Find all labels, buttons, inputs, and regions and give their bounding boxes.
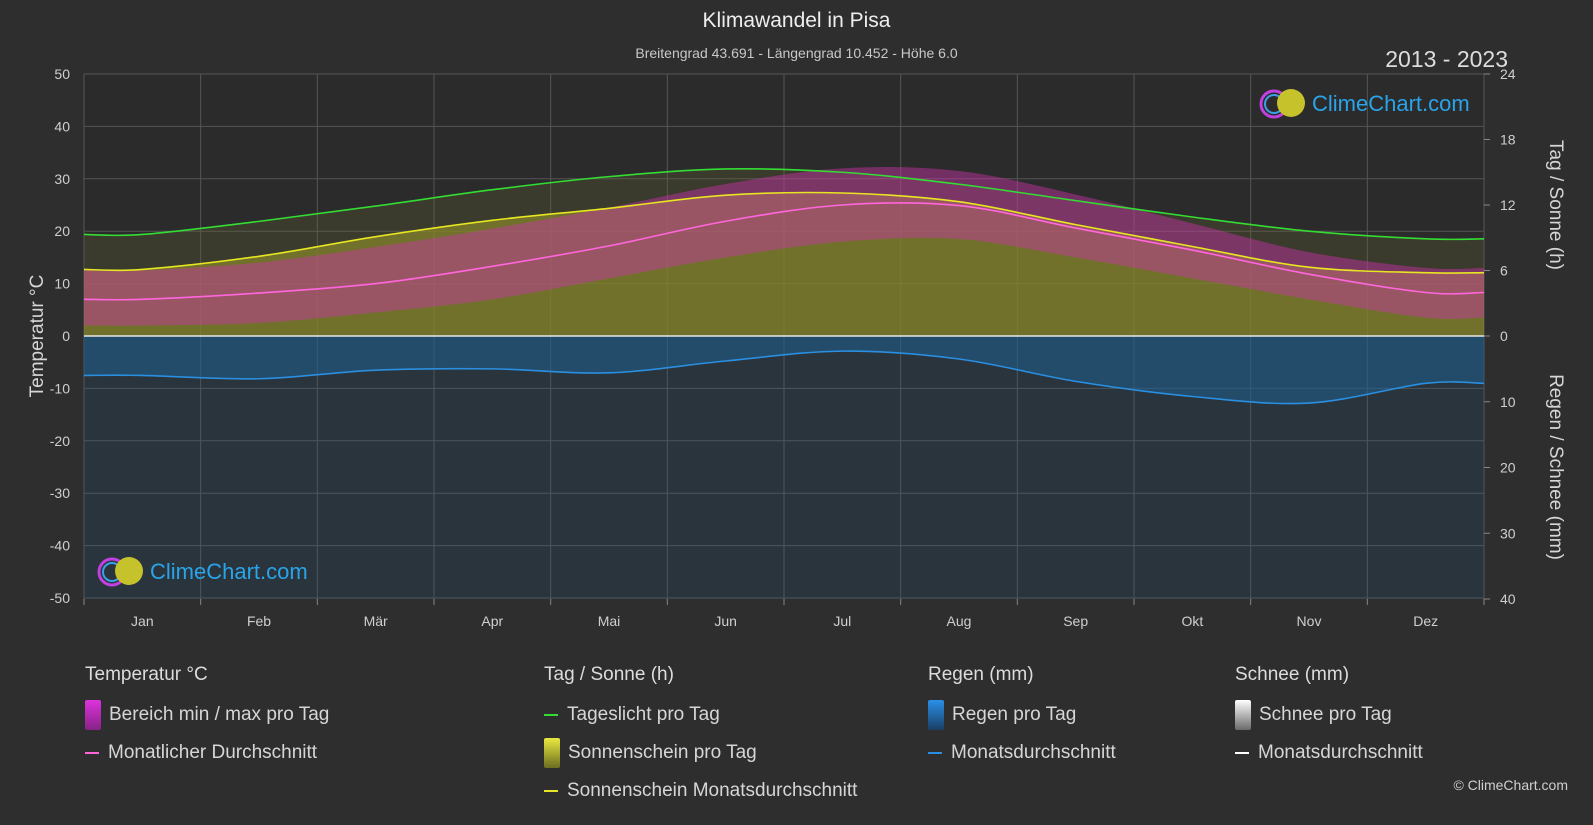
logo-top[interactable]: ClimeChart.com xyxy=(1258,88,1470,120)
x-tick-label: Jan xyxy=(131,613,154,629)
swatch-range xyxy=(85,700,101,730)
y-tick-left: 40 xyxy=(54,118,70,134)
legend-temp-range: Bereich min / max pro Tag xyxy=(85,696,329,734)
x-tick-label: Apr xyxy=(481,613,503,629)
logo-icon xyxy=(1259,89,1305,119)
legend-label: Sonnenschein Monatsdurchschnitt xyxy=(567,780,858,801)
y-tick-right-top: 0 xyxy=(1500,328,1508,344)
logo-text: ClimeChart.com xyxy=(150,559,308,584)
chart-subtitle: Breitengrad 43.691 - Längengrad 10.452 -… xyxy=(635,45,958,61)
swatch-rain-avg xyxy=(928,752,942,754)
legend-label: Tageslicht pro Tag xyxy=(567,704,720,725)
y-axis-right-top-label: Tag / Sonne (h) xyxy=(1545,140,1566,270)
x-tick-label: Sep xyxy=(1063,613,1088,629)
y-tick-left: -40 xyxy=(50,538,70,554)
legend-label: Monatsdurchschnitt xyxy=(951,742,1116,763)
swatch-sunshine xyxy=(544,738,560,768)
y-tick-left: 0 xyxy=(62,328,70,344)
y-tick-left: 30 xyxy=(54,171,70,187)
temp-avg-line xyxy=(83,202,1485,301)
year-range: 2013 - 2023 xyxy=(1385,46,1508,72)
y-tick-left: -20 xyxy=(50,433,70,449)
x-tick-label: Jul xyxy=(833,613,851,629)
y-tick-left: -50 xyxy=(50,590,70,606)
y-tick-right-top: 18 xyxy=(1500,132,1516,148)
swatch-rain xyxy=(928,700,944,730)
legend-sun: Tag / Sonne (h) Tageslicht pro Tag Sonne… xyxy=(544,664,857,810)
x-tick-label: Jun xyxy=(714,613,737,629)
copyright: © ClimeChart.com xyxy=(1453,777,1568,793)
temp-range-band xyxy=(84,167,1484,326)
sunshine-avg-line xyxy=(83,191,1485,274)
legend-sunshine: Sonnenschein pro Tag xyxy=(544,734,857,772)
rain-avg-line xyxy=(83,350,1485,405)
swatch-sunshine-avg xyxy=(544,790,558,792)
legend-sun-heading: Tag / Sonne (h) xyxy=(544,664,674,685)
rain-area xyxy=(84,336,1484,404)
y-axis-left-label: Temperatur °C xyxy=(27,275,48,398)
legend-snow-avg: Monatsdurchschnitt xyxy=(1235,734,1423,772)
data-bands xyxy=(84,167,1484,599)
x-tick-label: Mär xyxy=(364,613,388,629)
logo-text: ClimeChart.com xyxy=(1312,91,1470,116)
swatch-snow-avg xyxy=(1235,752,1249,754)
y-tick-right-bottom: 30 xyxy=(1500,525,1516,541)
legend-label: Bereich min / max pro Tag xyxy=(109,704,330,725)
legend-snow-heading: Schnee (mm) xyxy=(1235,664,1350,685)
legend-sunshine-avg: Sonnenschein Monatsdurchschnitt xyxy=(544,772,857,810)
legend-rain: Regen (mm) Regen pro Tag Monatsdurchschn… xyxy=(928,664,1116,772)
legend-temperature: Temperatur °C Bereich min / max pro Tag … xyxy=(85,664,329,772)
y-tick-right-top: 6 xyxy=(1500,263,1508,279)
legend-label: Schnee pro Tag xyxy=(1259,704,1392,725)
y-tick-right-bottom: 20 xyxy=(1500,460,1516,476)
y-tick-left: 20 xyxy=(54,223,70,239)
x-tick-label: Dez xyxy=(1413,613,1438,629)
chart-title: Klimawandel in Pisa xyxy=(702,9,891,32)
axis-ticks: 50 40 30 20 10 0 -10 -20 -30 -40 -50 24 18 12 6 0 10 20 30… xyxy=(50,66,1516,629)
y-axis-right-bottom-label: Regen / Schnee (mm) xyxy=(1545,374,1566,560)
y-tick-left: 10 xyxy=(54,276,70,292)
legend-label: Sonnenschein pro Tag xyxy=(568,742,757,763)
daylight-line xyxy=(83,167,1485,241)
y-tick-right-top: 12 xyxy=(1500,197,1516,213)
y-tick-right-bottom: 10 xyxy=(1500,394,1516,410)
legend-label: Regen pro Tag xyxy=(952,704,1077,725)
y-tick-right-bottom: 40 xyxy=(1500,591,1516,607)
legend-label: Monatlicher Durchschnitt xyxy=(108,742,318,763)
x-tick-label: Okt xyxy=(1181,613,1203,629)
legend-temp-avg: Monatlicher Durchschnitt xyxy=(85,734,329,772)
legend-daylight: Tageslicht pro Tag xyxy=(544,696,857,734)
daylight-band xyxy=(84,168,1484,336)
y-tick-left: 50 xyxy=(54,66,70,82)
swatch-daylight xyxy=(544,714,558,716)
legend-temp-heading: Temperatur °C xyxy=(85,664,208,685)
legend-rain-avg: Monatsdurchschnitt xyxy=(928,734,1116,772)
y-tick-left: -10 xyxy=(50,380,70,396)
x-tick-label: Aug xyxy=(947,613,972,629)
x-tick-label: Mai xyxy=(598,613,621,629)
legend-label: Monatsdurchschnitt xyxy=(1258,742,1423,763)
legend-rain-heading: Regen (mm) xyxy=(928,664,1034,685)
legend-snow: Schnee (mm) Schnee pro Tag Monatsdurchsc… xyxy=(1235,664,1423,772)
swatch-snow xyxy=(1235,700,1251,730)
logo-bottom[interactable]: ClimeChart.com xyxy=(96,556,308,588)
logo-icon xyxy=(97,557,143,587)
x-tick-label: Feb xyxy=(247,613,271,629)
series-lines xyxy=(83,167,1485,405)
legend-snow-day: Schnee pro Tag xyxy=(1235,696,1423,734)
x-tick-label: Nov xyxy=(1297,613,1322,629)
y-tick-right-top: 24 xyxy=(1500,66,1516,82)
swatch-temp-avg xyxy=(85,752,99,754)
legend-rain-day: Regen pro Tag xyxy=(928,696,1116,734)
y-tick-left: -30 xyxy=(50,485,70,501)
